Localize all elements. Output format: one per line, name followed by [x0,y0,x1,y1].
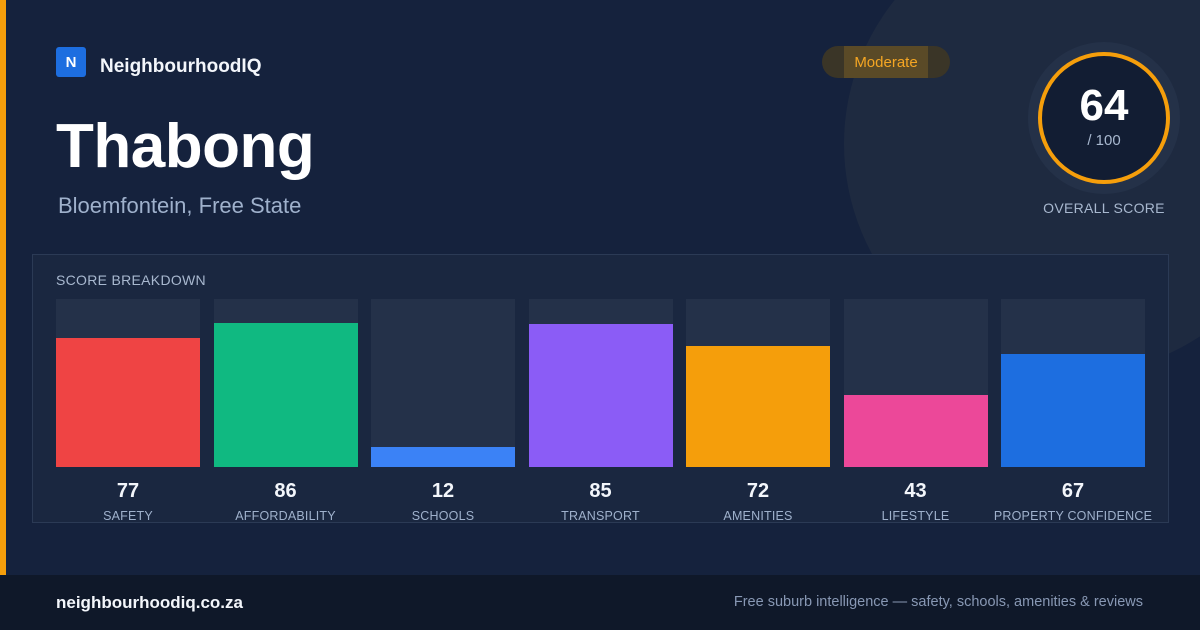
bar-track [1001,299,1145,467]
overall-score-max: / 100 [1087,132,1121,149]
bar-fill [56,338,200,467]
bar-label: LIFESTYLE [881,509,950,523]
bar-fill [528,324,673,467]
bar-value: 43 [904,480,927,502]
bar-value: 67 [1061,480,1085,502]
score-bar-property-confidence: 67 PROPERTY CONFIDENCE [994,299,1152,523]
bar-label: AFFORDABILITY [235,509,336,523]
bar-track [213,299,358,467]
overall-score-value: 64 [1079,81,1129,130]
bar-label: AMENITIES [723,509,793,523]
bar-track [686,299,830,467]
bar-track [371,299,515,467]
bar-track [843,299,988,467]
score-bar-affordability: 86 AFFORDABILITY [213,299,358,523]
score-bar-lifestyle: 43 LIFESTYLE [843,299,988,523]
bar-value: 12 [431,480,455,502]
bar-fill [371,447,515,467]
share-card: N NeighbourhoodIQ Thabong Bloemfontein, … [0,0,1180,575]
suburb-location: Bloemfontein, Free State [58,193,302,218]
bar-label: PROPERTY CONFIDENCE [993,509,1153,523]
footer-url[interactable]: neighbourhoodiq.co.za [56,593,243,612]
bar-label: SAFETY [103,509,153,523]
bar-value: 77 [116,480,140,502]
score-breakdown-panel: SCORE BREAKDOWN 77 SAFETY 86 AFFORDABILITY 1… [32,254,1169,523]
suburb-title: Thabong [56,112,315,181]
bar-value: 72 [746,480,770,502]
score-bar-schools: 12 SCHOOLS [371,299,515,523]
score-bar-safety: 77 SAFETY [56,299,200,523]
accent-strip [0,0,6,575]
breakdown-title: SCORE BREAKDOWN [56,272,206,288]
overall-score-caption: OVERALL SCORE [1043,200,1165,216]
bar-label: TRANSPORT [561,509,640,523]
rating-badge-label: Moderate [844,46,928,78]
bar-fill [843,395,988,467]
overall-score-gauge: 64 / 100 [1028,42,1180,194]
bar-label: SCHOOLS [411,509,475,523]
footer-tagline: Free suburb intelligence — safety, schoo… [733,594,1143,610]
bar-track [528,299,673,467]
brand-logo-icon: N [56,47,86,77]
bar-fill [213,323,358,467]
bar-fill [1001,354,1145,467]
bar-fill [686,346,830,467]
score-bar-transport: 85 TRANSPORT [528,299,673,523]
bar-value: 86 [274,480,297,502]
footer: neighbourhoodiq.co.za Free suburb intell… [0,575,1200,630]
rating-badge: Moderate [822,46,950,78]
brand: N NeighbourhoodIQ [56,46,261,78]
score-ring [1038,52,1170,184]
bar-track [56,299,200,467]
score-bar-amenities: 72 AMENITIES [686,299,830,523]
bar-value: 85 [589,480,612,502]
brand-name: NeighbourhoodIQ [100,56,262,77]
